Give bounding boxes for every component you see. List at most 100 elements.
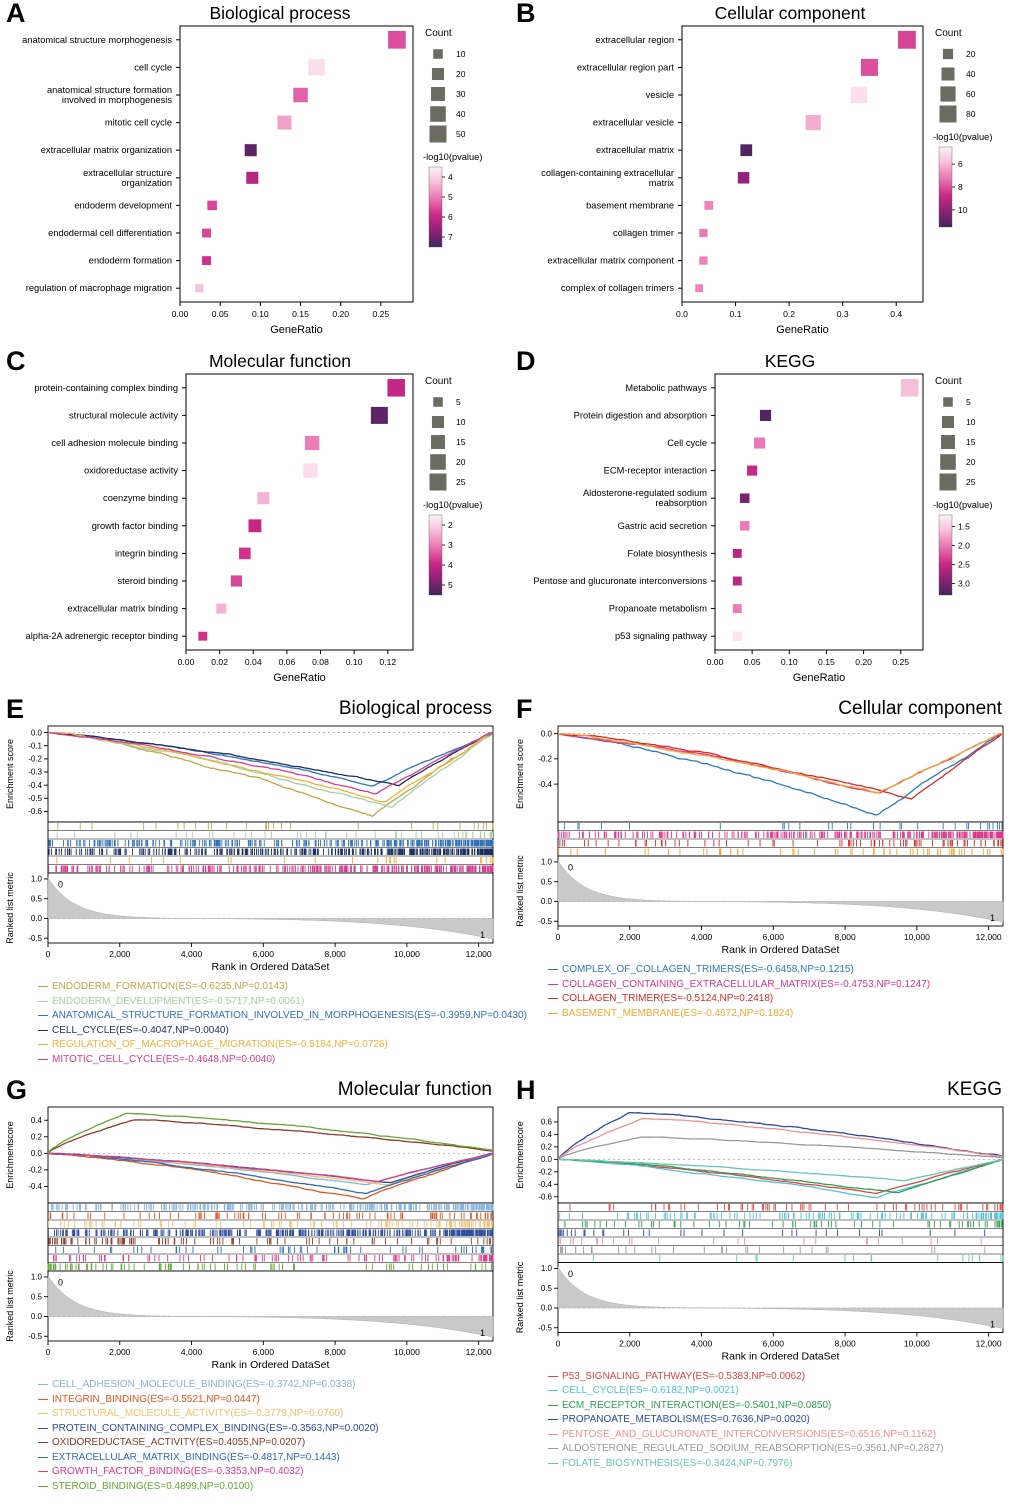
- svg-text:0.5: 0.5: [541, 1284, 553, 1293]
- svg-text:10: 10: [966, 417, 976, 427]
- svg-text:GeneRatio: GeneRatio: [776, 324, 829, 336]
- svg-text:Enrichmentscore: Enrichmentscore: [5, 1121, 15, 1189]
- svg-text:-0.2: -0.2: [28, 755, 42, 764]
- svg-text:0.5: 0.5: [31, 894, 43, 903]
- legend-color-dash-icon: —: [548, 1457, 558, 1469]
- svg-text:extracellular region: extracellular region: [595, 35, 674, 45]
- svg-text:60: 60: [966, 89, 976, 99]
- svg-text:reabsorption: reabsorption: [655, 498, 707, 508]
- svg-text:-log10(pvalue): -log10(pvalue): [933, 132, 992, 142]
- dotplot-molecular-function-chart: 0.00 0.02 0.04 0.06 0.08 0.10 0.12 GeneRatio pro…: [26, 373, 482, 684]
- gsea-legend-item: — COMPLEX_OF_COLLAGEN_TRIMERS(ES=-0.6458,…: [548, 963, 1020, 978]
- svg-text:2.5: 2.5: [958, 560, 970, 570]
- panel-title-H: KEGG: [947, 1079, 1002, 1100]
- svg-text:-0.6: -0.6: [538, 1192, 552, 1201]
- svg-text:involved in morphogenesis: involved in morphogenesis: [62, 95, 172, 105]
- svg-text:0.25: 0.25: [372, 309, 389, 319]
- panel-letter-H: H: [516, 1075, 536, 1105]
- legend-color-dash-icon: —: [548, 1385, 558, 1396]
- svg-text:Enrichment score: Enrichment score: [5, 739, 15, 809]
- legend-label: PROPANOATE_METABOLISM(ES=0.7636,NP=0.002…: [562, 1414, 810, 1425]
- svg-text:0.2: 0.2: [31, 1132, 43, 1141]
- svg-text:Enrichment score: Enrichment score: [515, 739, 525, 809]
- svg-text:80: 80: [966, 109, 976, 119]
- svg-text:-0.4: -0.4: [538, 1180, 552, 1189]
- svg-text:6,000: 6,000: [763, 932, 785, 942]
- svg-text:Gastric acid secretion: Gastric acid secretion: [618, 521, 707, 531]
- svg-text:0.5: 0.5: [31, 1292, 43, 1301]
- svg-text:0.4: 0.4: [31, 1116, 43, 1125]
- svg-text:12,000: 12,000: [466, 949, 492, 959]
- svg-text:12,000: 12,000: [466, 1347, 492, 1357]
- svg-text:vesicle: vesicle: [646, 90, 674, 100]
- svg-text:0.4: 0.4: [541, 1130, 553, 1139]
- svg-text:1.0: 1.0: [31, 1273, 43, 1282]
- svg-text:6,000: 6,000: [253, 949, 275, 959]
- svg-text:Ranked list metric: Ranked list metric: [515, 855, 525, 927]
- panel-letter-A: A: [6, 0, 26, 28]
- legend-label: ENDODERM_DEVELOPMENT(ES=-0.5717,NP=0.006…: [52, 995, 305, 1007]
- svg-text:collagen-containing extracellu: collagen-containing extracellular: [541, 168, 674, 178]
- legend-label: EXTRACELLULAR_MATRIX_BINDING(ES=-0.4817,…: [52, 1451, 340, 1463]
- legend-label: CELL_CYCLE(ES=-0.4047,NP=0.0040): [52, 1024, 229, 1036]
- legend-color-dash-icon: —: [38, 1024, 48, 1036]
- gsea-legend-item: — STRUCTURAL_MOLECULE_ACTIVITY(ES=-0.3779…: [38, 1407, 510, 1422]
- svg-text:structural molecule activity: structural molecule activity: [69, 410, 178, 420]
- gsea-legend-item: — STEROID_BINDING(ES=0.4899,NP=0.0100): [38, 1480, 510, 1495]
- svg-text:-0.6: -0.6: [28, 807, 42, 816]
- svg-text:0.0: 0.0: [31, 1312, 43, 1321]
- panel-letter-F: F: [516, 694, 533, 724]
- svg-text:5: 5: [456, 397, 461, 407]
- svg-text:Protein digestion and absorpti: Protein digestion and absorption: [574, 410, 707, 420]
- svg-text:Count: Count: [425, 376, 452, 387]
- legend-label: ECM_RECEPTOR_INTERACTION(ES=-0.5401,NP=0…: [562, 1399, 832, 1411]
- svg-text:12,000: 12,000: [976, 1339, 1002, 1349]
- svg-text:0.0: 0.0: [31, 914, 43, 923]
- gsea-legend-item: — ENDODERM_FORMATION(ES=-0.6235,NP=0.0143…: [38, 980, 510, 995]
- legend-label: STRUCTURAL_MOLECULE_ACTIVITY(ES=-0.3779,…: [52, 1408, 344, 1419]
- legend-label: GROWTH_FACTOR_BINDING(ES=-0.3353,NP=0.40…: [52, 1466, 304, 1477]
- panel-A: A Biological process 0.00 0.05 0.10 0.15 0.2…: [0, 0, 510, 348]
- gsea-legend-item: — EXTRACELLULAR_MATRIX_BINDING(ES=-0.4817…: [38, 1451, 510, 1466]
- svg-text:5: 5: [448, 580, 453, 590]
- svg-text:0: 0: [568, 863, 573, 873]
- svg-text:20: 20: [456, 457, 466, 467]
- gsea-biological-process-chart: 0.0 -0.1 -0.2 -0.3 -0.4 -0.5 -0.6 Enrichment sc…: [5, 725, 494, 973]
- svg-text:0.08: 0.08: [312, 657, 329, 667]
- legend-label: ANATOMICAL_STRUCTURE_FORMATION_INVOLVED_…: [52, 1010, 527, 1021]
- svg-text:2,000: 2,000: [619, 932, 641, 942]
- svg-text:40: 40: [456, 109, 466, 119]
- svg-text:10: 10: [958, 205, 968, 215]
- svg-text:Propanoate metabolism: Propanoate metabolism: [609, 604, 707, 614]
- svg-text:Count: Count: [935, 28, 962, 39]
- svg-text:0.0: 0.0: [541, 897, 553, 906]
- svg-text:oxidoreductase activity: oxidoreductase activity: [84, 466, 178, 476]
- svg-text:-0.3: -0.3: [28, 768, 42, 777]
- svg-text:extracellular vesicle: extracellular vesicle: [593, 118, 674, 128]
- gsea-legend-item: — PENTOSE_AND_GLUCURONATE_INTERCONVERSION…: [548, 1428, 1020, 1443]
- svg-text:Enrichmentscore: Enrichmentscore: [515, 1121, 525, 1189]
- svg-text:40: 40: [966, 69, 976, 79]
- legend-color-dash-icon: —: [38, 1379, 48, 1390]
- gsea-legend-item: — BASEMENT_MEMBRANE(ES=-0.4672,NP=0.1824): [548, 1007, 1020, 1022]
- svg-text:2,000: 2,000: [109, 949, 131, 959]
- svg-text:0.10: 0.10: [346, 657, 363, 667]
- panel-title-F: Cellular component: [838, 698, 1002, 719]
- svg-text:0.15: 0.15: [292, 309, 309, 319]
- svg-text:0: 0: [46, 949, 51, 959]
- svg-text:Cell cycle: Cell cycle: [667, 438, 707, 448]
- panel-D: D KEGG 0.00 0.05 0.10 0.15 0.20 0.25 GeneRatio…: [510, 348, 1020, 696]
- gsea-legend-item: — INTEGRIN_BINDING(ES=-0.5521,NP=0.0447): [38, 1393, 510, 1408]
- gsea-legend-item: — FOLATE_BIOSYNTHESIS(ES=-0.3424,NP=0.797…: [548, 1457, 1020, 1472]
- svg-text:alpha-2A adrenergic receptor b: alpha-2A adrenergic receptor binding: [26, 631, 178, 641]
- svg-text:0: 0: [568, 1269, 573, 1279]
- svg-text:20: 20: [966, 49, 976, 59]
- svg-text:1.0: 1.0: [541, 858, 553, 867]
- svg-text:-log10(pvalue): -log10(pvalue): [423, 152, 482, 162]
- panel-letter-D: D: [516, 346, 536, 376]
- svg-text:-0.2: -0.2: [538, 1168, 552, 1177]
- svg-text:15: 15: [456, 437, 466, 447]
- svg-text:10,000: 10,000: [904, 932, 930, 942]
- svg-text:Ranked list metric: Ranked list metric: [5, 872, 15, 944]
